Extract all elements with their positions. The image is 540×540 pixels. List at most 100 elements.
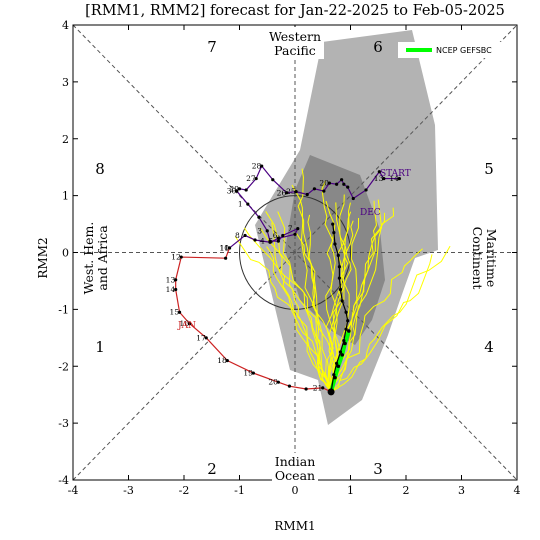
track-point-ensemble-mean-forecast <box>333 242 337 246</box>
track-point-ncep-gefsbc <box>347 329 351 333</box>
track-point-ensemble-mean-forecast <box>335 361 339 366</box>
ensemble-member-line <box>265 211 332 393</box>
y-tick-label: 1 <box>62 190 69 203</box>
phase-label-3: 3 <box>373 460 383 478</box>
label-jan: JAN <box>177 321 196 331</box>
track-point-jan <box>251 371 255 375</box>
ensemble-member-line <box>328 211 352 392</box>
track-point-ensemble-mean-forecast <box>331 222 335 226</box>
ensemble-member-line <box>321 180 339 393</box>
track-point-jan <box>174 287 178 292</box>
track-point-dec <box>397 176 401 181</box>
track-day-label: 28 <box>252 162 262 171</box>
phase-label-7: 7 <box>207 38 217 56</box>
track-point-jan <box>179 255 183 259</box>
track-day-label: 18 <box>217 356 227 365</box>
track-point-ensemble-mean-forecast <box>337 276 341 280</box>
chart-title: [RMM1, RMM2] forecast for Jan-22-2025 to… <box>85 3 505 19</box>
track-point-ensemble-mean-forecast <box>346 319 350 323</box>
track-point-dec <box>243 233 247 238</box>
track-day-label: 14 <box>389 174 399 183</box>
track-point-jan <box>187 321 192 326</box>
track-point-jan <box>204 336 208 340</box>
unit-circle <box>239 195 351 310</box>
label-start: START <box>380 169 411 179</box>
y-tick-label: -4 <box>58 474 69 487</box>
track-point-jan <box>304 387 308 391</box>
x-tick-label: -4 <box>68 484 79 497</box>
track-line-ensemble-mean-forecast <box>330 223 349 392</box>
x-tick-label: -3 <box>123 484 134 497</box>
track-day-label: 25 <box>286 187 296 196</box>
track-point-ensemble-mean-forecast <box>344 310 348 314</box>
track-day-label: 17 <box>196 333 206 342</box>
region-label-indian: Indian <box>275 454 316 469</box>
legend: NCEP GEFSBC <box>398 42 513 58</box>
label-dec: DEC <box>360 208 381 218</box>
track-point-dec <box>271 178 275 182</box>
track-point-ncep-gefsbc <box>340 353 344 357</box>
track-day-label: 14 <box>166 285 176 294</box>
track-point-dec <box>253 238 257 242</box>
track-day-label: 7 <box>288 224 293 233</box>
ensemble-member-line <box>329 194 350 392</box>
track-day-label: 29 <box>230 184 240 193</box>
phase-label-4: 4 <box>484 338 494 356</box>
track-point-dec <box>377 170 381 174</box>
track-point-dec <box>335 182 339 186</box>
track-point-jan <box>224 256 228 260</box>
track-point-dec <box>364 188 368 192</box>
track-day-label: 3 <box>257 226 262 235</box>
track-point-dec <box>342 182 346 186</box>
track-point-jan <box>321 386 325 390</box>
track-point-ncep-gefsbc <box>336 364 341 369</box>
track-point-ensemble-mean-forecast <box>338 287 343 292</box>
x-tick-label: 3 <box>458 484 465 497</box>
track-day-label: 19 <box>243 369 253 378</box>
ensemble-member-line <box>271 222 332 392</box>
forecast-start-point <box>327 388 335 396</box>
x-tick-label: 0 <box>292 484 299 497</box>
track-point-dec <box>276 236 280 240</box>
track-point-dec <box>276 239 280 243</box>
track-point-ensemble-mean-forecast <box>332 230 336 235</box>
ensemble-member-line <box>330 212 386 392</box>
y-tick-label: -2 <box>58 360 69 373</box>
x-tick-label: -2 <box>179 484 190 497</box>
y-tick-label: -3 <box>58 417 69 430</box>
track-point-dec <box>294 190 298 194</box>
y-axis-label: RMM2 <box>36 237 50 278</box>
x-tick-label: 1 <box>347 484 354 497</box>
y-tick-label: 4 <box>62 19 69 32</box>
x-tick-label: 2 <box>403 484 410 497</box>
track-point-dec <box>382 176 386 181</box>
phase-label-1: 1 <box>95 338 105 356</box>
track-point-dec <box>312 187 317 191</box>
region-label-maritime: Maritime <box>484 229 499 288</box>
track-point-ensemble-mean-forecast <box>340 299 344 303</box>
region-label-continent: Continent <box>470 227 485 290</box>
track-point-dec <box>322 189 326 193</box>
legend-label-gefsbc: NCEP GEFSBC <box>436 46 492 55</box>
track-point-dec <box>268 240 272 244</box>
x-axis-label: RMM1 <box>274 519 315 533</box>
y-tick-label: -1 <box>58 303 69 316</box>
x-tick-label: 4 <box>514 484 521 497</box>
track-day-label: 21 <box>313 383 323 392</box>
phase-label-2: 2 <box>207 460 217 478</box>
track-day-label: 8 <box>235 231 240 240</box>
track-point-dec <box>281 233 285 238</box>
ensemble-member-line <box>330 254 433 393</box>
track-point-dec <box>237 187 242 191</box>
track-point-dec <box>265 229 269 233</box>
region-label-africa: and Africa <box>95 225 110 291</box>
track-day-label: 30 <box>227 187 237 196</box>
track-point-dec <box>244 188 248 192</box>
track-day-label: 4 <box>260 237 265 246</box>
track-day-label: 20 <box>319 179 329 188</box>
ensemble-member-line <box>307 214 335 392</box>
region-bottom-bg <box>272 453 318 485</box>
track-day-label: 16 <box>180 319 190 328</box>
track-point-dec <box>285 191 289 195</box>
